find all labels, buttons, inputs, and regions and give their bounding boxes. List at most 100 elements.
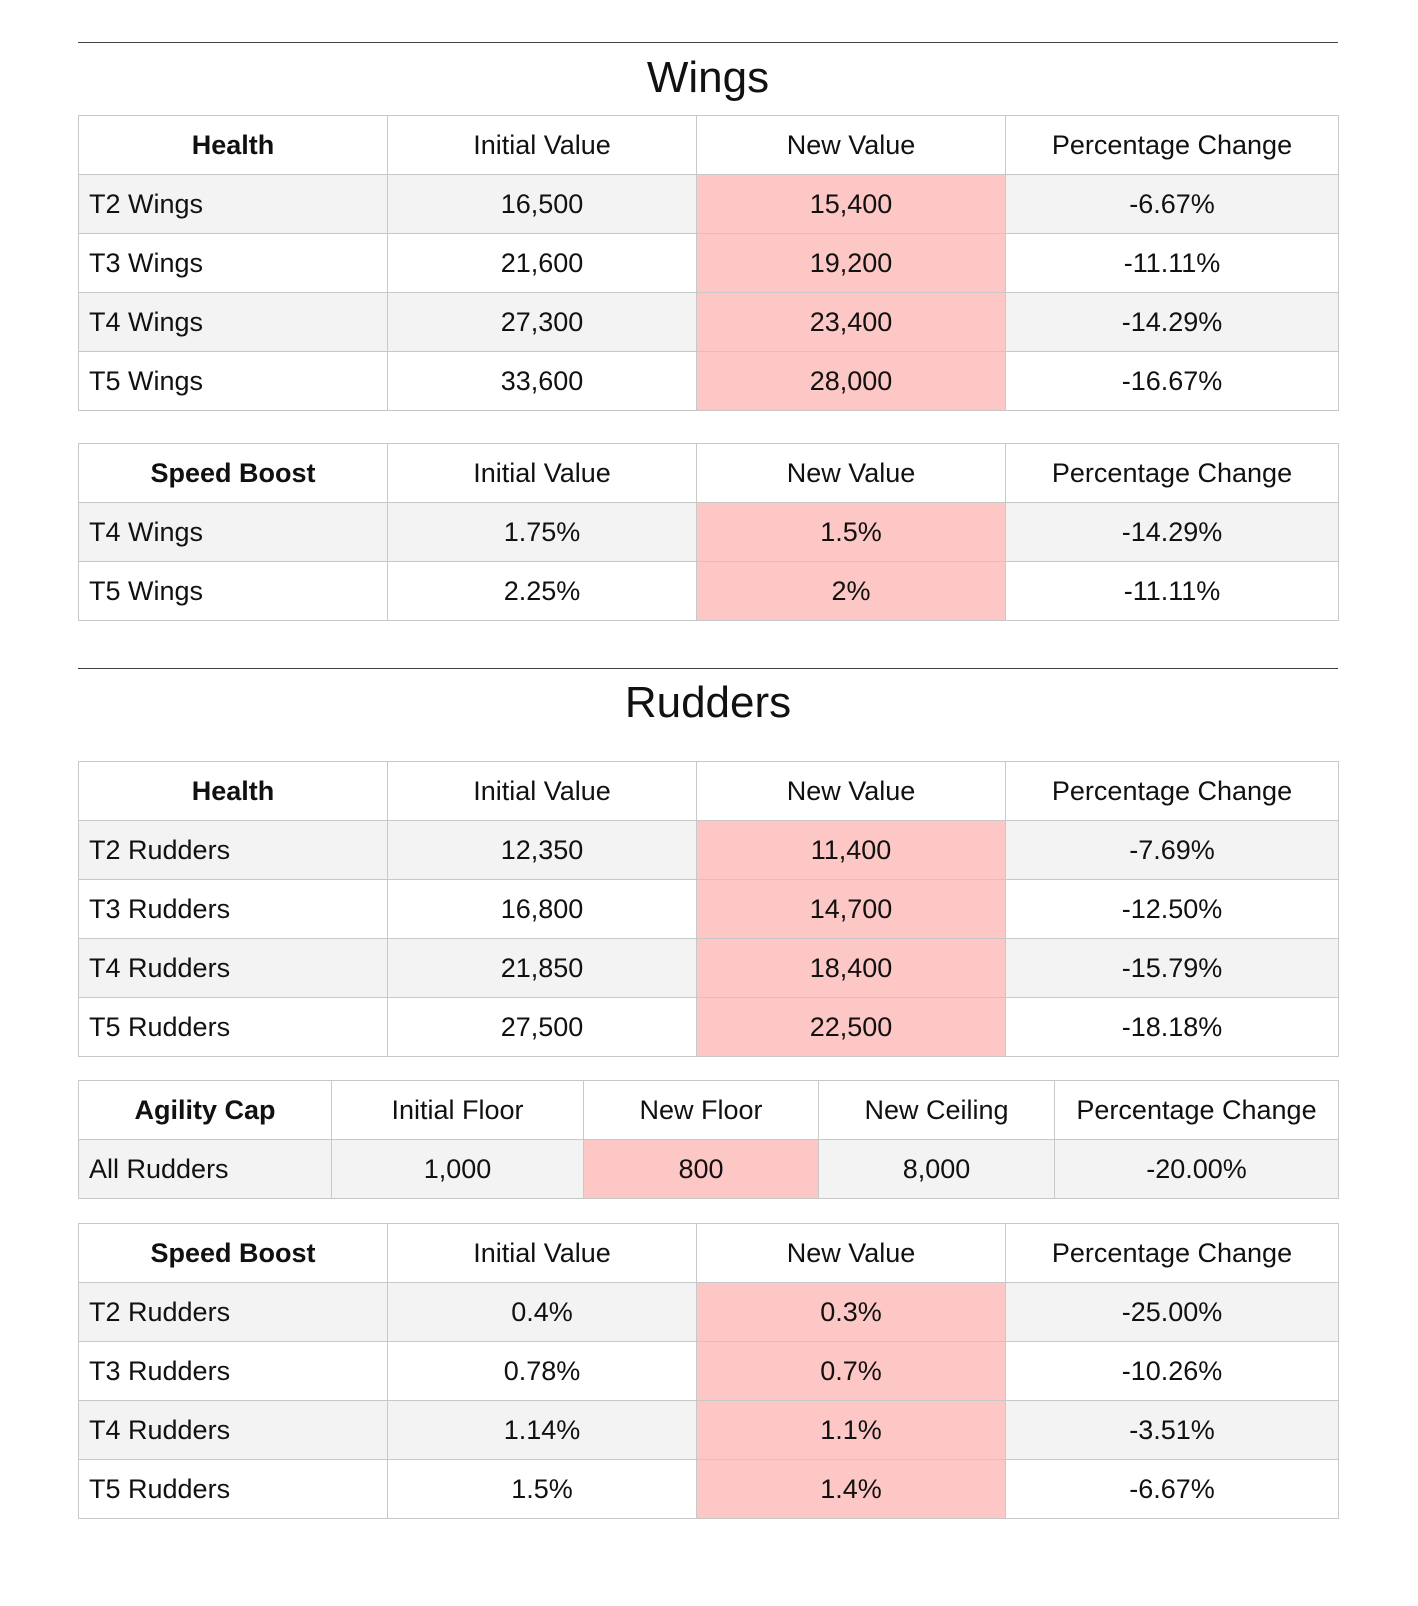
table-header-cell: Speed Boost: [78, 1223, 388, 1283]
section-title-rudders: Rudders: [624, 678, 792, 727]
row-label: T5 Wings: [78, 561, 388, 621]
initial-value-cell: 21,850: [387, 938, 697, 998]
wings-top-rule: [78, 42, 1338, 43]
initial-value-cell: 21,600: [387, 233, 697, 293]
new-value-cell: 2%: [696, 561, 1006, 621]
percentage-change-cell: -6.67%: [1005, 174, 1339, 234]
table-header-cell: Initial Value: [387, 443, 697, 503]
row-label: T4 Wings: [78, 502, 388, 562]
row-label: All Rudders: [78, 1139, 332, 1199]
initial-value-cell: 16,500: [387, 174, 697, 234]
new-value-cell: 23,400: [696, 292, 1006, 352]
table-header-cell: Percentage Change: [1054, 1080, 1339, 1140]
table-header-cell: Percentage Change: [1005, 761, 1339, 821]
row-label: T3 Wings: [78, 233, 388, 293]
table-header-cell: Agility Cap: [78, 1080, 332, 1140]
table-header-cell: New Value: [696, 115, 1006, 175]
table-header-cell: Initial Value: [387, 115, 697, 175]
initial-value-cell: 33,600: [387, 351, 697, 411]
table-header-cell: Percentage Change: [1005, 443, 1339, 503]
initial-value-cell: 0.78%: [387, 1341, 697, 1401]
table-row: T2 Rudders 12,350 11,400 -7.69%: [78, 820, 1339, 880]
percentage-change-cell: -7.69%: [1005, 820, 1339, 880]
table-row: T4 Wings 27,300 23,400 -14.29%: [78, 292, 1339, 352]
section-title-wings: Wings: [646, 53, 770, 102]
table-header-cell: New Ceiling: [818, 1080, 1055, 1140]
table-header-cell: Initial Value: [387, 1223, 697, 1283]
table-row: T5 Wings 33,600 28,000 -16.67%: [78, 351, 1339, 411]
wings-speed-boost-table: Speed Boost Initial Value New Value Perc…: [78, 443, 1339, 621]
row-label: T2 Rudders: [78, 1282, 388, 1342]
table-row: T2 Rudders 0.4% 0.3% -25.00%: [78, 1282, 1339, 1342]
new-value-cell: 15,400: [696, 174, 1006, 234]
table-header-row: Health Initial Value New Value Percentag…: [78, 115, 1339, 175]
percentage-change-cell: -10.26%: [1005, 1341, 1339, 1401]
new-value-cell: 1.4%: [696, 1459, 1006, 1519]
percentage-change-cell: -20.00%: [1054, 1139, 1339, 1199]
table-row: T4 Wings 1.75% 1.5% -14.29%: [78, 502, 1339, 562]
new-value-cell: 28,000: [696, 351, 1006, 411]
table-row: T3 Rudders 16,800 14,700 -12.50%: [78, 879, 1339, 939]
table-header-row: Health Initial Value New Value Percentag…: [78, 761, 1339, 821]
table-header-row: Agility Cap Initial Floor New Floor New …: [78, 1080, 1339, 1140]
table-row: T5 Rudders 1.5% 1.4% -6.67%: [78, 1459, 1339, 1519]
row-label: T2 Rudders: [78, 820, 388, 880]
new-value-cell: 1.1%: [696, 1400, 1006, 1460]
table-row: T3 Rudders 0.78% 0.7% -10.26%: [78, 1341, 1339, 1401]
percentage-change-cell: -6.67%: [1005, 1459, 1339, 1519]
table-row: T4 Rudders 1.14% 1.1% -3.51%: [78, 1400, 1339, 1460]
row-label: T2 Wings: [78, 174, 388, 234]
percentage-change-cell: -14.29%: [1005, 292, 1339, 352]
initial-value-cell: 16,800: [387, 879, 697, 939]
table-header-cell: New Value: [696, 443, 1006, 503]
table-row: T2 Wings 16,500 15,400 -6.67%: [78, 174, 1339, 234]
table-row: All Rudders 1,000 800 8,000 -20.00%: [78, 1139, 1339, 1199]
wings-health-table: Health Initial Value New Value Percentag…: [78, 115, 1339, 411]
new-value-cell: 11,400: [696, 820, 1006, 880]
initial-value-cell: 27,500: [387, 997, 697, 1057]
rudders-agility-cap-table: Agility Cap Initial Floor New Floor New …: [78, 1080, 1339, 1199]
percentage-change-cell: -12.50%: [1005, 879, 1339, 939]
initial-value-cell: 27,300: [387, 292, 697, 352]
percentage-change-cell: -15.79%: [1005, 938, 1339, 998]
table-row: T3 Wings 21,600 19,200 -11.11%: [78, 233, 1339, 293]
table-row: T4 Rudders 21,850 18,400 -15.79%: [78, 938, 1339, 998]
table-header-row: Speed Boost Initial Value New Value Perc…: [78, 443, 1339, 503]
row-label: T5 Rudders: [78, 997, 388, 1057]
new-value-cell: 14,700: [696, 879, 1006, 939]
rudders-speed-boost-table: Speed Boost Initial Value New Value Perc…: [78, 1223, 1339, 1519]
initial-value-cell: 2.25%: [387, 561, 697, 621]
table-header-cell: New Value: [696, 1223, 1006, 1283]
table-header-cell: Initial Value: [387, 761, 697, 821]
rudders-health-table: Health Initial Value New Value Percentag…: [78, 761, 1339, 1057]
table-row: T5 Wings 2.25% 2% -11.11%: [78, 561, 1339, 621]
table-header-cell: Health: [78, 115, 388, 175]
new-value-cell: 0.3%: [696, 1282, 1006, 1342]
row-label: T5 Wings: [78, 351, 388, 411]
percentage-change-cell: -25.00%: [1005, 1282, 1339, 1342]
new-floor-cell: 800: [583, 1139, 819, 1199]
percentage-change-cell: -16.67%: [1005, 351, 1339, 411]
table-header-cell: Health: [78, 761, 388, 821]
table-row: T5 Rudders 27,500 22,500 -18.18%: [78, 997, 1339, 1057]
row-label: T4 Rudders: [78, 938, 388, 998]
table-header-row: Speed Boost Initial Value New Value Perc…: [78, 1223, 1339, 1283]
initial-value-cell: 1.5%: [387, 1459, 697, 1519]
table-header-cell: Percentage Change: [1005, 115, 1339, 175]
new-value-cell: 1.5%: [696, 502, 1006, 562]
new-value-cell: 0.7%: [696, 1341, 1006, 1401]
table-header-cell: Speed Boost: [78, 443, 388, 503]
initial-floor-cell: 1,000: [331, 1139, 584, 1199]
percentage-change-cell: -3.51%: [1005, 1400, 1339, 1460]
percentage-change-cell: -11.11%: [1005, 233, 1339, 293]
new-value-cell: 18,400: [696, 938, 1006, 998]
new-ceiling-cell: 8,000: [818, 1139, 1055, 1199]
percentage-change-cell: -18.18%: [1005, 997, 1339, 1057]
row-label: T3 Rudders: [78, 879, 388, 939]
row-label: T5 Rudders: [78, 1459, 388, 1519]
initial-value-cell: 1.75%: [387, 502, 697, 562]
table-header-cell: Percentage Change: [1005, 1223, 1339, 1283]
row-label: T4 Wings: [78, 292, 388, 352]
percentage-change-cell: -11.11%: [1005, 561, 1339, 621]
initial-value-cell: 12,350: [387, 820, 697, 880]
